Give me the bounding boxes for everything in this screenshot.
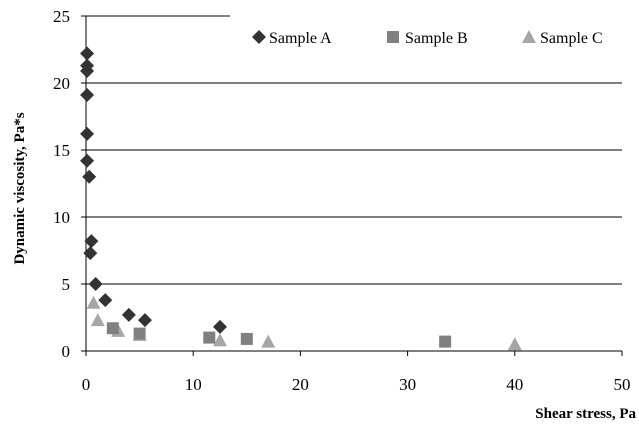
sample-a-point <box>80 153 95 168</box>
sample-a-point <box>80 126 95 141</box>
sample-b-point <box>106 322 119 335</box>
y-tick-label: 0 <box>62 342 71 361</box>
y-tick-label: 10 <box>53 208 70 227</box>
data-points <box>80 46 522 351</box>
x-axis-title: Shear stress, Pa <box>535 406 636 422</box>
legend-marker-sample-c <box>522 30 536 43</box>
legend-marker-sample-b <box>387 31 399 43</box>
sample-a-point <box>82 169 97 184</box>
y-tick-label: 25 <box>53 7 70 26</box>
sample-a-point <box>213 319 227 334</box>
sample-b-point <box>133 327 146 340</box>
sample-a-point <box>88 277 103 291</box>
legend-marker-sample-a <box>252 30 266 44</box>
x-tick-label: 50 <box>614 375 631 394</box>
legend: Sample A Sample B Sample C <box>252 30 603 47</box>
sample-a-point <box>84 234 99 249</box>
x-tick-label: 10 <box>185 375 202 394</box>
sample-c-point <box>86 295 101 309</box>
sample-b-point <box>203 331 216 344</box>
y-axis-title: Dynamic viscosity, Pa*s <box>12 112 28 264</box>
sample-a-point <box>80 88 95 103</box>
y-tick-label: 20 <box>53 74 70 93</box>
legend-label-sample-a: Sample A <box>269 30 332 47</box>
sample-c-point <box>261 334 276 348</box>
y-axis-ticks: 0 5 10 15 20 25 <box>53 7 86 361</box>
sample-a-point <box>83 246 98 261</box>
sample-a-point <box>80 46 95 61</box>
sample-a-point <box>137 313 152 328</box>
x-axis-ticks: 0 10 20 30 40 50 <box>82 351 631 394</box>
x-tick-label: 40 <box>506 375 523 394</box>
legend-label-sample-b: Sample B <box>405 30 468 47</box>
sample-a-point <box>80 63 95 78</box>
gridlines <box>86 15 622 285</box>
sample-b-point <box>439 335 452 348</box>
legend-label-sample-c: Sample C <box>540 30 603 47</box>
sample-a-point <box>98 293 113 308</box>
y-tick-label: 15 <box>53 141 70 160</box>
x-tick-label: 0 <box>82 375 91 394</box>
sample-a-point <box>121 307 136 322</box>
sample-c-point <box>213 333 227 347</box>
sample-c-point <box>507 337 522 351</box>
axes <box>85 16 622 352</box>
x-tick-label: 20 <box>292 375 309 394</box>
y-tick-label: 5 <box>62 275 71 294</box>
sample-c-point <box>90 313 105 327</box>
sample-b-point <box>240 332 253 345</box>
x-tick-label: 30 <box>399 375 416 394</box>
